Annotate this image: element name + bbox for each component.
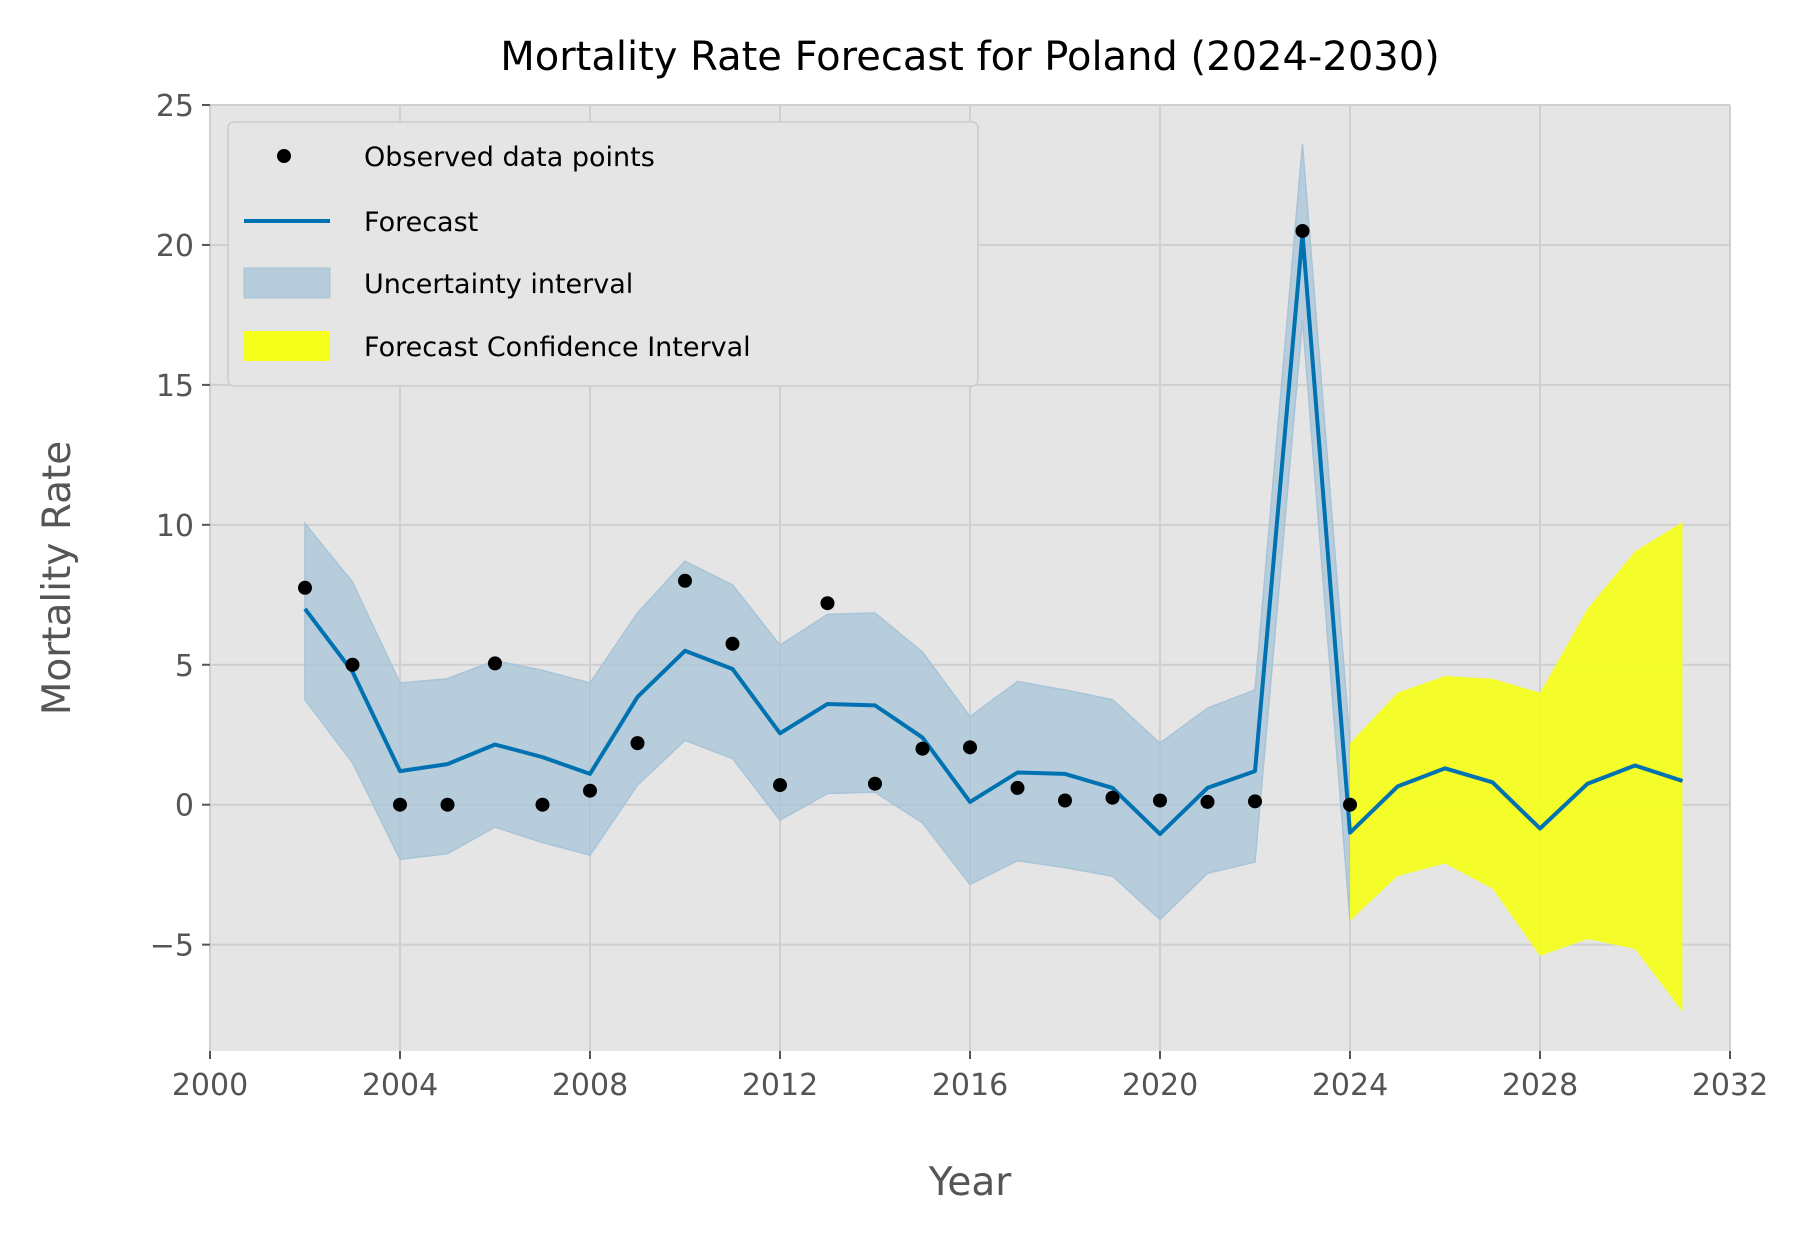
legend-box [227, 121, 979, 387]
observed-point [678, 573, 692, 588]
y-tick-label: 25 [156, 89, 194, 124]
y-tick-label: −5 [150, 929, 194, 964]
x-tick-label: 2028 [1502, 1068, 1578, 1103]
y-axis-label: Mortality Rate [35, 441, 80, 716]
observed-point [820, 596, 835, 611]
legend-label-uncertainty: Uncertainty interval [364, 269, 633, 300]
observed-point [1343, 797, 1357, 812]
observed-point [1200, 794, 1215, 809]
x-tick-label: 2032 [1692, 1068, 1768, 1103]
forecast-ci-layer [1350, 522, 1683, 1012]
forecast-ci-band [1350, 522, 1683, 1012]
x-tick-label: 2000 [172, 1068, 248, 1103]
x-tick-label: 2004 [362, 1068, 438, 1103]
observed-point [583, 783, 597, 798]
legend-marker-observed [277, 149, 291, 163]
observed-point [963, 740, 977, 755]
observed-point [725, 636, 740, 651]
legend: Observed data points Forecast Uncertaint… [227, 121, 979, 387]
x-tick-label: 2012 [742, 1068, 818, 1103]
y-tick-label: 20 [156, 229, 194, 264]
observed-point [393, 797, 407, 812]
observed-point [868, 776, 882, 791]
x-tick-label: 2008 [552, 1068, 628, 1103]
y-tick-label: 10 [156, 509, 194, 544]
observed-point [1295, 223, 1310, 238]
observed-point [1153, 793, 1167, 808]
observed-point [1248, 794, 1262, 809]
y-tick-label: 15 [156, 369, 194, 404]
observed-point [1105, 790, 1120, 805]
chart-title: Mortality Rate Forecast for Poland (2024… [500, 34, 1440, 80]
x-tick-label: 2016 [932, 1068, 1008, 1103]
observed-point [488, 656, 502, 671]
observed-point [773, 778, 787, 793]
legend-label-forecast-ci: Forecast Confidence Interval [364, 332, 751, 363]
observed-layer [298, 223, 1357, 812]
observed-point [630, 736, 645, 751]
y-ticks: −5 0 5 10 15 20 25 [150, 89, 210, 964]
x-axis-label: Year [928, 1160, 1013, 1205]
observed-point [1010, 780, 1025, 795]
x-tick-label: 2024 [1312, 1068, 1388, 1103]
observed-point [345, 657, 360, 672]
x-tick-label: 2020 [1122, 1068, 1198, 1103]
x-ticks: 2000 2004 2008 2012 2016 2020 2024 2028 2032 [172, 1051, 1768, 1103]
y-tick-label: 0 [175, 789, 194, 824]
observed-point [915, 741, 930, 756]
forecast-line [303, 231, 1684, 837]
observed-point [535, 797, 550, 812]
legend-label-forecast: Forecast [364, 207, 478, 238]
forecast-layer [303, 231, 1684, 837]
legend-marker-forecast-ci [244, 331, 330, 361]
y-tick-label: 5 [175, 649, 194, 684]
observed-point [1058, 793, 1072, 808]
observed-point [298, 580, 312, 595]
legend-marker-uncertainty [243, 267, 331, 299]
legend-label-observed: Observed data points [364, 142, 655, 173]
observed-point [440, 797, 455, 812]
